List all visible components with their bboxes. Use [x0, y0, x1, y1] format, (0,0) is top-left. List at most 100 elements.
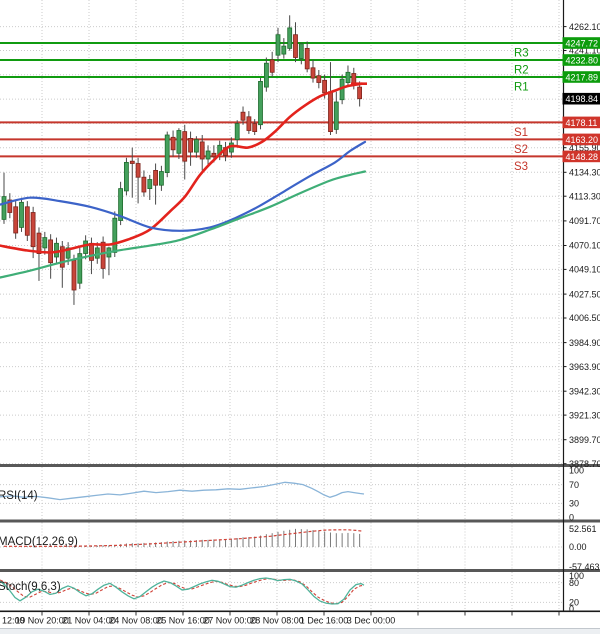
bearish-candle [71, 259, 77, 291]
price-axis-label: 4134.30 [569, 168, 600, 178]
bearish-candle [153, 169, 159, 186]
ma-medium-blue-line [0, 140, 367, 232]
rsi-indicator-label: RSI(14) [0, 490, 38, 502]
bullish-candle [298, 43, 304, 59]
macd-indicator-label: MACD(12,26,9) [0, 536, 78, 548]
bearish-candle [36, 232, 42, 255]
price-axis-label: 3963.90 [569, 362, 600, 372]
bearish-candle [135, 163, 141, 178]
bearish-candle [269, 59, 275, 73]
bullish-candle [234, 123, 240, 140]
time-axis-label: 3 Dec 00:00 [347, 616, 396, 626]
price-axis-label: 4006.50 [569, 313, 600, 323]
rsi-line [0, 481, 365, 501]
bullish-candle [263, 62, 269, 88]
rsi-axis-label: 100 [569, 466, 584, 476]
time-axis-line [0, 610, 600, 613]
bearish-candle [310, 67, 316, 79]
bearish-candle [304, 48, 310, 70]
bearish-candle [13, 206, 19, 234]
bullish-candle [193, 139, 199, 153]
bullish-candle [118, 188, 123, 221]
rsi-axis-label: 70 [569, 480, 579, 490]
rsi-axis-label: 30 [569, 499, 579, 509]
stoch-axis-label: 0 [569, 604, 574, 614]
bullish-candle [176, 130, 182, 154]
time-gridlines [41, 0, 560, 611]
bullish-candle [281, 45, 287, 55]
level-label-S2: S2 [514, 144, 528, 156]
level-price-badge-S1 [562, 116, 600, 129]
panel-separator [0, 569, 600, 572]
bullish-candle [205, 150, 211, 160]
price-axis-label: 4113.30 [569, 191, 600, 201]
bullish-candle [258, 81, 263, 126]
bottom-strip [0, 629, 600, 634]
ma-fast-red-line [0, 82, 364, 254]
svg-text:4247.72: 4247.72 [566, 38, 599, 48]
bearish-candle [328, 91, 333, 132]
bullish-candle [1, 196, 7, 220]
bullish-candle [275, 34, 281, 56]
bullish-candle [333, 101, 339, 130]
bullish-candle [65, 247, 71, 259]
macd-signal-line [4, 529, 363, 547]
price-axis: 4262.10 4241.10 4155.90 4134.30 4113.30 4091.… [562, 0, 600, 611]
price-axis-label: 4091.70 [569, 216, 600, 226]
bearish-candle [293, 34, 298, 58]
bearish-candle [240, 111, 246, 121]
level-label-R3: R3 [514, 48, 529, 60]
current-price-badge [562, 92, 600, 105]
price-axis-label: 4262.10 [569, 22, 600, 32]
stoch-k-line [0, 577, 365, 605]
time-axis-label: 24 Nov 08:00 [109, 616, 163, 626]
svg-text:4232.80: 4232.80 [566, 55, 599, 65]
bullish-candle [147, 179, 153, 190]
stoch-axis-label: 100 [569, 571, 584, 581]
price-axis-label: 4049.10 [569, 265, 600, 275]
price-axis-label: 4155.90 [569, 143, 600, 153]
bullish-candle [42, 237, 48, 249]
stoch-axis-label: 80 [569, 578, 579, 588]
time-axis-label: 25 Nov 16:00 [156, 616, 210, 626]
candles-layer [1, 15, 363, 305]
bearish-candle [211, 152, 217, 158]
level-price-badge-S2 [562, 133, 600, 146]
bearish-candle [59, 246, 65, 268]
price-axis-label: 3984.90 [569, 338, 600, 348]
support-resistance-lines: R3 R2 R1 S1 S2 S3 [0, 42, 563, 173]
bearish-candle [30, 212, 36, 248]
bearish-candle [188, 137, 194, 153]
panel-separator [0, 464, 600, 467]
rsi-panel: 100 70 30 0 [0, 466, 584, 523]
bearish-candle [24, 206, 30, 236]
stoch-indicator-label: Stoch(9,6,3) [0, 581, 61, 593]
bearish-candle [316, 75, 322, 83]
level-label-R1: R1 [514, 82, 529, 94]
bearish-candle [7, 199, 13, 213]
bearish-candle [246, 116, 252, 131]
price-axis-label: 4241.10 [569, 46, 600, 56]
bullish-candle [83, 240, 88, 254]
bottom-divider [0, 628, 600, 629]
price-axis-label: 4070.10 [569, 241, 600, 251]
macd-panel: 52.561 0.00 -57.463 [0, 524, 600, 572]
time-axis-label: 19 Nov 20:00 [15, 616, 69, 626]
bearish-candle [199, 141, 205, 160]
panel-separator [0, 519, 600, 523]
svg-text:4163.20: 4163.20 [566, 135, 599, 145]
level-price-badge-S3 [562, 150, 600, 163]
bullish-candle [19, 201, 24, 228]
price-axis-label: 3899.70 [569, 435, 600, 445]
stoch-axis-label: 20 [569, 598, 579, 608]
level-price-badge-R2 [562, 54, 600, 66]
bullish-candle [54, 242, 59, 258]
bearish-candle [129, 160, 135, 164]
panel-separators [0, 464, 600, 634]
bullish-candle [124, 161, 129, 192]
svg-text:4217.89: 4217.89 [566, 72, 599, 82]
